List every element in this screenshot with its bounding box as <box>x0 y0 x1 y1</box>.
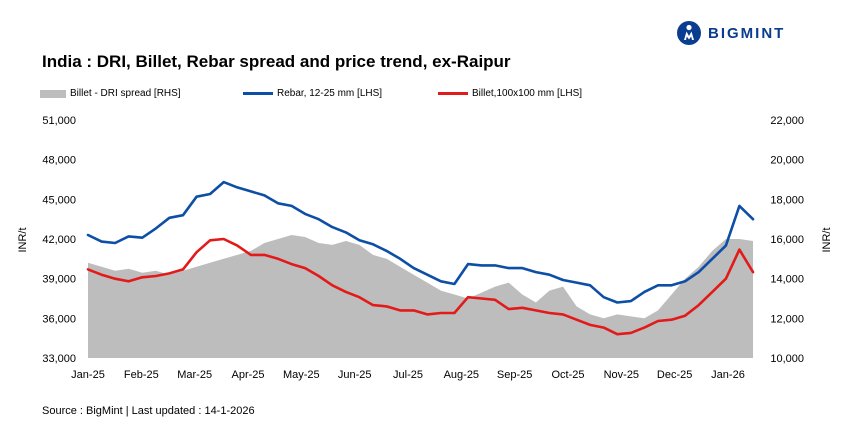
brand-logo: BIGMINT <box>676 19 785 47</box>
y-tick-left: 45,000 <box>42 194 76 206</box>
y-tick-right: 14,000 <box>770 274 804 286</box>
y-tick-right: 10,000 <box>770 353 804 365</box>
x-tick: Sep-25 <box>497 369 532 381</box>
chart-title: India : DRI, Billet, Rebar spread and pr… <box>42 52 511 71</box>
series-line-rebar <box>86 180 755 304</box>
legend-label-billet: Billet,100x100 mm [LHS] <box>472 88 583 99</box>
legend-label-rebar: Rebar, 12-25 mm [LHS] <box>277 88 383 99</box>
x-tick: Nov-25 <box>604 369 639 381</box>
axis-ticks-layer: 51,000 48,000 45,000 42,000 39,000 36,000 33,0… <box>42 115 804 381</box>
series-line-billet <box>86 237 755 336</box>
x-tick: Dec-25 <box>657 369 692 381</box>
spread-area-layer <box>88 235 753 358</box>
legend-swatch-rebar <box>243 92 273 95</box>
y-tick-right: 16,000 <box>770 234 804 246</box>
x-tick: Jul-25 <box>393 369 423 381</box>
legend-item-billet: Billet,100x100 mm [LHS] <box>438 88 582 99</box>
x-tick: Aug-25 <box>444 369 479 381</box>
y-tick-left: 36,000 <box>42 313 76 325</box>
x-tick: Jan-25 <box>71 369 105 381</box>
legend-label-spread: Billet - DRI spread [RHS] <box>70 88 181 99</box>
chart-legend: Billet - DRI spread [RHS] Rebar, 12-25 m… <box>0 88 859 104</box>
x-tick: Mar-25 <box>177 369 212 381</box>
y-axis-label-right: INR/t <box>821 227 833 252</box>
series-area-spread <box>88 235 753 358</box>
y-tick-left: 42,000 <box>42 234 76 246</box>
y-tick-left: 48,000 <box>42 155 76 167</box>
y-tick-left: 33,000 <box>42 353 76 365</box>
source-note: Source : BigMint | Last updated : 14-1-2… <box>42 405 255 417</box>
y-tick-left: 39,000 <box>42 274 76 286</box>
y-tick-left: 51,000 <box>42 115 76 127</box>
x-tick: Feb-25 <box>124 369 159 381</box>
bigmint-logo-icon <box>677 21 701 45</box>
legend-item-rebar: Rebar, 12-25 mm [LHS] <box>243 88 382 99</box>
legend-item-spread: Billet - DRI spread [RHS] <box>40 88 181 99</box>
y-axis-label-left: INR/t <box>17 227 29 252</box>
legend-swatch-spread <box>40 89 66 98</box>
x-tick: Jun-25 <box>338 369 372 381</box>
x-tick: Oct-25 <box>551 369 584 381</box>
y-tick-right: 12,000 <box>770 313 804 325</box>
x-tick: Jan-26 <box>711 369 745 381</box>
legend-swatch-billet <box>438 92 468 95</box>
price-lines-layer <box>86 180 755 336</box>
y-tick-right: 20,000 <box>770 155 804 167</box>
x-tick: Apr-25 <box>231 369 264 381</box>
y-tick-right: 18,000 <box>770 194 804 206</box>
x-tick: May-25 <box>283 369 320 381</box>
y-tick-right: 22,000 <box>770 115 804 127</box>
brand-name: BIGMINT <box>708 24 786 42</box>
